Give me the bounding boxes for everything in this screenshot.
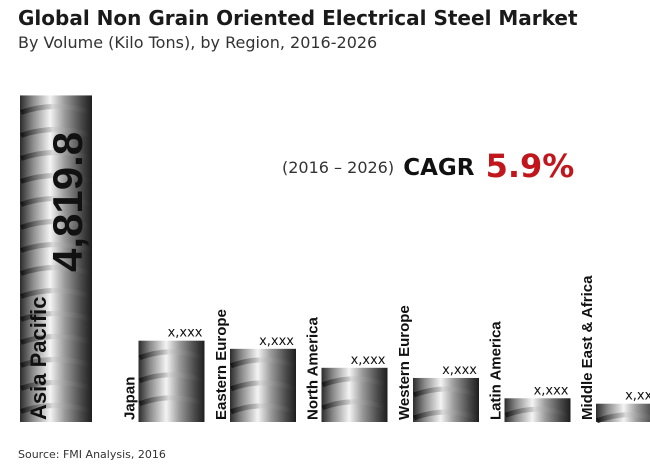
value-label: 4,819.8 (44, 132, 91, 272)
bar-3 (230, 348, 296, 422)
value-label: x,xxx (442, 363, 477, 378)
category-label: Asia Pacific (26, 296, 51, 420)
bar-7 (596, 403, 650, 424)
cagr-value: 5.9% (485, 147, 575, 185)
category-label: Middle East & Africa (579, 275, 596, 420)
value-label: x,xxx (351, 353, 386, 368)
cagr-label: CAGR (403, 155, 475, 181)
chart-subtitle: By Volume (Kilo Tons), by Region, 2016-2… (18, 33, 378, 52)
category-label: North America (305, 317, 322, 420)
category-label: Latin America (488, 321, 505, 420)
bar-1 (20, 95, 92, 422)
cagr-period: (2016 – 2026) (282, 158, 395, 177)
bar-5 (413, 377, 479, 422)
chart-title: Global Non Grain Oriented Electrical Ste… (18, 6, 578, 30)
bar-4 (321, 367, 388, 422)
value-label: x,xxx (534, 383, 569, 398)
value-label: x,xxx (168, 326, 203, 341)
category-label: Western Europe (396, 305, 413, 420)
cagr-callout: (2016 – 2026) CAGR 5.9% (282, 147, 632, 185)
source-note: Source: FMI Analysis, 2016 (18, 448, 166, 461)
bar-6 (504, 398, 571, 422)
category-label: Japan (122, 377, 139, 420)
bar-2 (138, 340, 205, 422)
value-label: x,xxx (625, 389, 650, 404)
value-label: x,xxx (259, 334, 294, 349)
category-label: Eastern Europe (213, 309, 230, 420)
